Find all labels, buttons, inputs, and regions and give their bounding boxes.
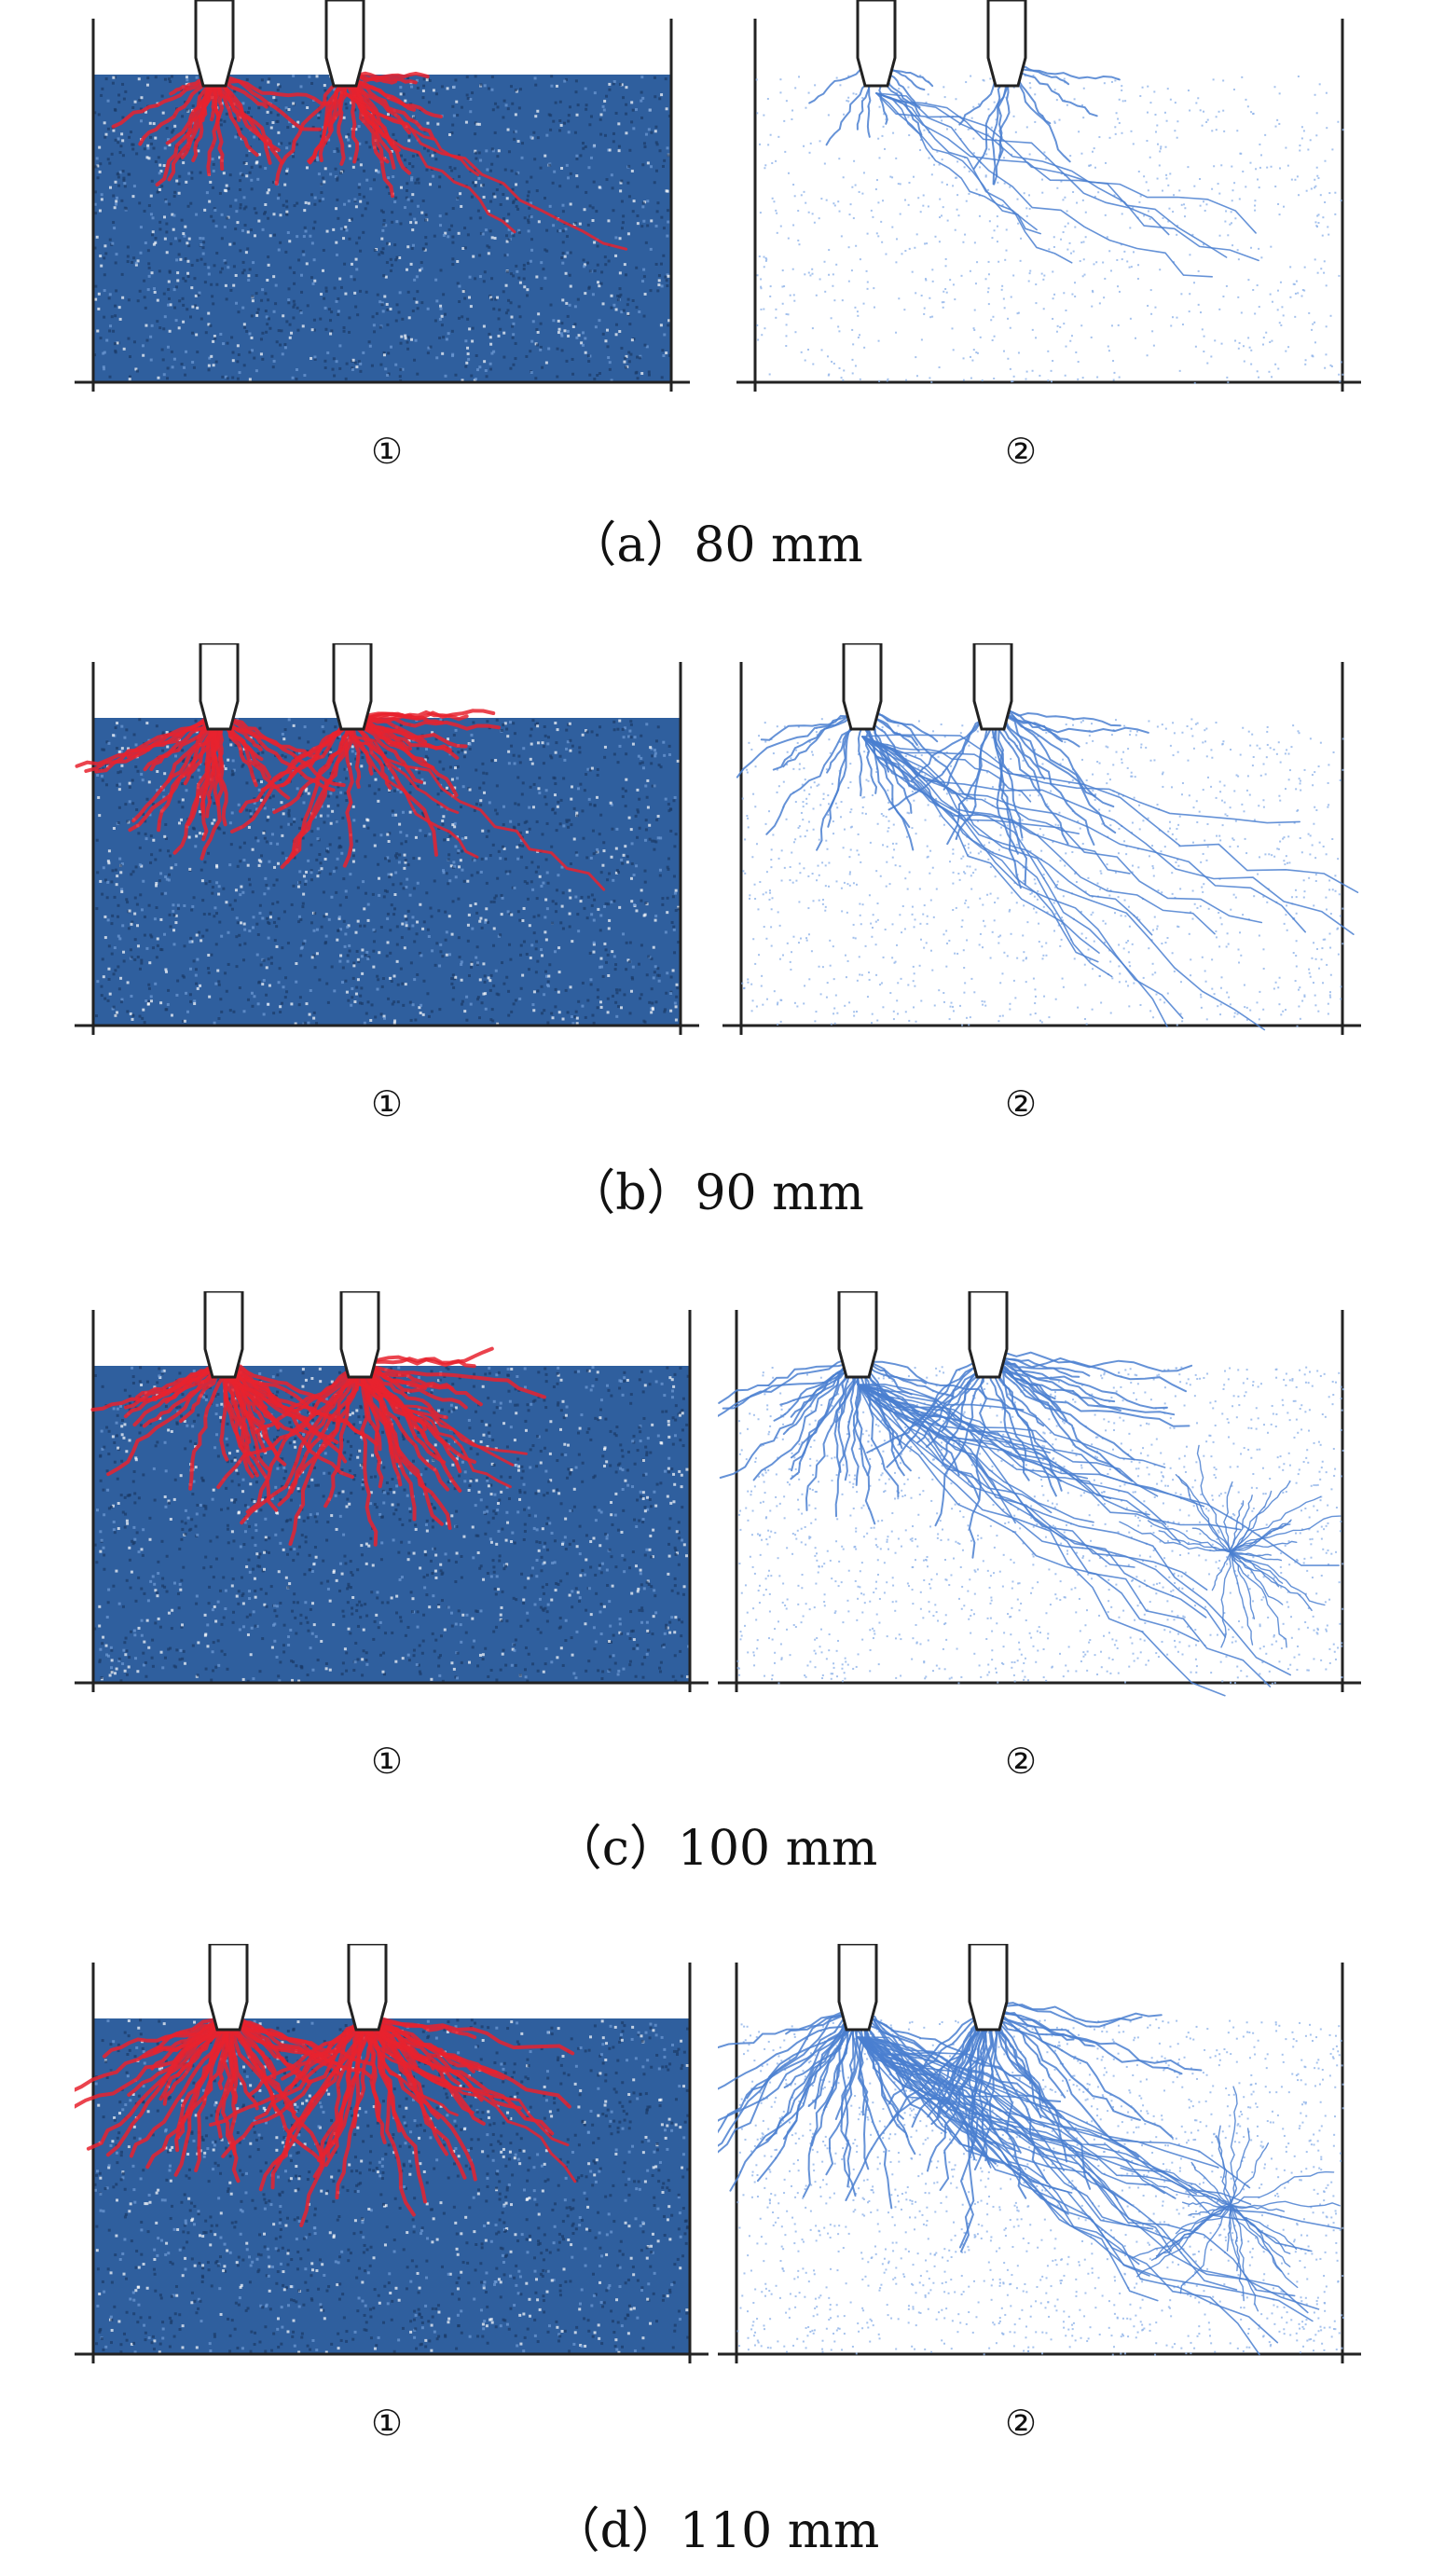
subfigure-c: ① ② （c）100 mm <box>0 1291 1431 1888</box>
right-panel-label: ② <box>1004 1741 1038 1782</box>
cutter-pick-icon <box>856 0 897 88</box>
right-panel-label: ② <box>1004 431 1038 472</box>
subfigure-d: ① ② （d）110 mm <box>0 1944 1431 2576</box>
force-chain-panel-c <box>718 1291 1361 1720</box>
contact-points <box>741 718 1344 1027</box>
crack-network <box>75 709 606 891</box>
subfigure-caption: （b）90 mm <box>567 1165 864 1221</box>
left-panel-label: ① <box>370 431 404 472</box>
particle-bed <box>93 75 671 382</box>
cutter-pick-icon <box>199 643 240 731</box>
force-chain-panel-d <box>718 1944 1361 2391</box>
crack-panel-a <box>75 0 690 420</box>
cutter-pick-icon <box>968 1944 1009 2032</box>
cutter-pick-icon <box>203 1291 244 1379</box>
crack-panel-b <box>75 643 699 1063</box>
left-panel-label: ① <box>370 1741 404 1782</box>
cutter-pick-icon <box>194 0 235 88</box>
subfigure-caption: （d）110 mm <box>551 2503 880 2559</box>
subfigure-caption: （a）80 mm <box>568 517 863 573</box>
subfigure-b: ① ② （b）90 mm <box>0 643 1431 1240</box>
left-panel-label: ① <box>370 2403 404 2444</box>
force-chain-network <box>808 64 1259 278</box>
left-panel-label: ① <box>370 1083 404 1124</box>
force-chain-network <box>718 2002 1341 2356</box>
particle-bed <box>93 1366 690 1683</box>
contact-points <box>755 75 1344 384</box>
cutter-pick-icon <box>208 1944 249 2032</box>
cutter-pick-icon <box>968 1291 1009 1379</box>
force-chain-panel-a <box>736 0 1361 420</box>
cutter-pick-icon <box>837 1291 878 1379</box>
subfigure-a: ① ② （a）80 mm <box>0 0 1431 597</box>
force-chain-panel-b <box>722 643 1361 1063</box>
cutter-pick-icon <box>332 643 373 731</box>
cutter-pick-icon <box>986 0 1027 88</box>
cutter-pick-icon <box>324 0 365 88</box>
right-panel-label: ② <box>1004 1083 1038 1124</box>
force-chain-network <box>736 707 1359 1031</box>
cutter-pick-icon <box>837 1944 878 2032</box>
subfigure-caption: （c）100 mm <box>553 1821 878 1877</box>
cutter-pick-icon <box>339 1291 380 1379</box>
force-chain-network <box>718 1351 1342 1697</box>
crack-network <box>90 1346 546 1547</box>
right-panel-label: ② <box>1004 2403 1038 2444</box>
crack-panel-d <box>75 1944 709 2391</box>
crack-panel-c <box>75 1291 709 1720</box>
cutter-pick-icon <box>347 1944 388 2032</box>
cutter-pick-icon <box>842 643 883 731</box>
cutter-pick-icon <box>972 643 1013 731</box>
